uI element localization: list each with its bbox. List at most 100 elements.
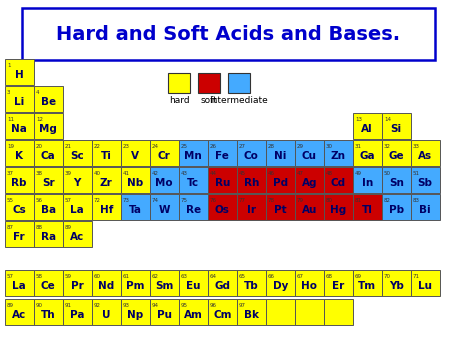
FancyBboxPatch shape bbox=[208, 167, 237, 193]
Text: 39: 39 bbox=[65, 171, 72, 176]
FancyBboxPatch shape bbox=[411, 167, 440, 193]
Text: Ni: Ni bbox=[274, 151, 287, 161]
Text: 76: 76 bbox=[210, 198, 217, 203]
Text: W: W bbox=[158, 205, 170, 215]
Text: Fr: Fr bbox=[14, 232, 25, 242]
FancyBboxPatch shape bbox=[208, 140, 237, 166]
Text: V: V bbox=[131, 151, 139, 161]
Text: 58: 58 bbox=[36, 274, 43, 279]
FancyBboxPatch shape bbox=[34, 299, 63, 325]
FancyBboxPatch shape bbox=[411, 270, 440, 296]
Text: 64: 64 bbox=[210, 274, 217, 279]
Text: Ac: Ac bbox=[70, 232, 85, 242]
Text: Pa: Pa bbox=[70, 310, 85, 320]
Text: 21: 21 bbox=[65, 144, 72, 149]
Text: Yb: Yb bbox=[389, 281, 404, 291]
Text: Ag: Ag bbox=[302, 178, 317, 188]
Text: Np: Np bbox=[127, 310, 144, 320]
Text: Tm: Tm bbox=[358, 281, 376, 291]
Text: Dy: Dy bbox=[273, 281, 288, 291]
FancyBboxPatch shape bbox=[353, 194, 382, 220]
FancyBboxPatch shape bbox=[295, 270, 324, 296]
Text: 4: 4 bbox=[36, 90, 40, 95]
Text: 93: 93 bbox=[123, 303, 130, 308]
Text: 95: 95 bbox=[181, 303, 188, 308]
Text: 30: 30 bbox=[326, 144, 333, 149]
Text: Rb: Rb bbox=[12, 178, 27, 188]
FancyBboxPatch shape bbox=[150, 140, 179, 166]
Text: 41: 41 bbox=[123, 171, 130, 176]
FancyBboxPatch shape bbox=[168, 73, 190, 93]
FancyBboxPatch shape bbox=[382, 270, 410, 296]
Text: Na: Na bbox=[11, 124, 27, 134]
Text: 48: 48 bbox=[326, 171, 333, 176]
Text: 91: 91 bbox=[65, 303, 72, 308]
Text: Er: Er bbox=[332, 281, 344, 291]
Text: Fe: Fe bbox=[215, 151, 229, 161]
Text: 67: 67 bbox=[297, 274, 304, 279]
FancyBboxPatch shape bbox=[92, 167, 121, 193]
Text: 29: 29 bbox=[297, 144, 304, 149]
FancyBboxPatch shape bbox=[150, 270, 179, 296]
FancyBboxPatch shape bbox=[121, 194, 149, 220]
Text: 74: 74 bbox=[152, 198, 159, 203]
Text: 37: 37 bbox=[7, 171, 14, 176]
Text: 19: 19 bbox=[7, 144, 14, 149]
Text: Mo: Mo bbox=[155, 178, 173, 188]
Text: 62: 62 bbox=[152, 274, 159, 279]
Text: 61: 61 bbox=[123, 274, 130, 279]
Text: Os: Os bbox=[215, 205, 230, 215]
Text: Be: Be bbox=[40, 97, 56, 107]
Text: Pd: Pd bbox=[273, 178, 288, 188]
FancyBboxPatch shape bbox=[179, 299, 207, 325]
FancyBboxPatch shape bbox=[295, 167, 324, 193]
Text: Ru: Ru bbox=[215, 178, 230, 188]
FancyBboxPatch shape bbox=[266, 140, 294, 166]
FancyBboxPatch shape bbox=[34, 167, 63, 193]
FancyBboxPatch shape bbox=[63, 299, 91, 325]
FancyBboxPatch shape bbox=[295, 194, 324, 220]
FancyBboxPatch shape bbox=[34, 221, 63, 247]
FancyBboxPatch shape bbox=[382, 140, 410, 166]
Text: Cu: Cu bbox=[302, 151, 317, 161]
FancyBboxPatch shape bbox=[63, 270, 91, 296]
Text: In: In bbox=[362, 178, 373, 188]
FancyBboxPatch shape bbox=[324, 299, 352, 325]
FancyBboxPatch shape bbox=[121, 167, 149, 193]
Text: Ti: Ti bbox=[101, 151, 112, 161]
Text: 82: 82 bbox=[384, 198, 391, 203]
Text: 25: 25 bbox=[181, 144, 188, 149]
Text: Ir: Ir bbox=[247, 205, 256, 215]
Text: 94: 94 bbox=[152, 303, 159, 308]
Text: Ce: Ce bbox=[41, 281, 56, 291]
FancyBboxPatch shape bbox=[382, 194, 410, 220]
FancyBboxPatch shape bbox=[237, 299, 266, 325]
Text: 88: 88 bbox=[36, 225, 43, 230]
Text: Nb: Nb bbox=[127, 178, 144, 188]
Text: Hard and Soft Acids and Bases.: Hard and Soft Acids and Bases. bbox=[56, 24, 400, 44]
Text: 68: 68 bbox=[326, 274, 333, 279]
Text: Hg: Hg bbox=[330, 205, 346, 215]
Text: 63: 63 bbox=[181, 274, 188, 279]
Text: 79: 79 bbox=[297, 198, 304, 203]
Text: Li: Li bbox=[14, 97, 24, 107]
Text: 57: 57 bbox=[65, 198, 72, 203]
Text: 97: 97 bbox=[239, 303, 246, 308]
Text: 28: 28 bbox=[268, 144, 275, 149]
Text: 42: 42 bbox=[152, 171, 159, 176]
Text: Co: Co bbox=[244, 151, 259, 161]
Text: Si: Si bbox=[391, 124, 402, 134]
Text: 59: 59 bbox=[65, 274, 72, 279]
Text: 56: 56 bbox=[36, 198, 43, 203]
FancyBboxPatch shape bbox=[63, 194, 91, 220]
Text: Sn: Sn bbox=[389, 178, 404, 188]
FancyBboxPatch shape bbox=[121, 270, 149, 296]
FancyBboxPatch shape bbox=[266, 194, 294, 220]
Text: 75: 75 bbox=[181, 198, 188, 203]
Text: 66: 66 bbox=[268, 274, 275, 279]
FancyBboxPatch shape bbox=[228, 73, 250, 93]
Text: intermediate: intermediate bbox=[210, 96, 268, 105]
Text: 24: 24 bbox=[152, 144, 159, 149]
FancyBboxPatch shape bbox=[5, 299, 33, 325]
Text: 90: 90 bbox=[36, 303, 43, 308]
